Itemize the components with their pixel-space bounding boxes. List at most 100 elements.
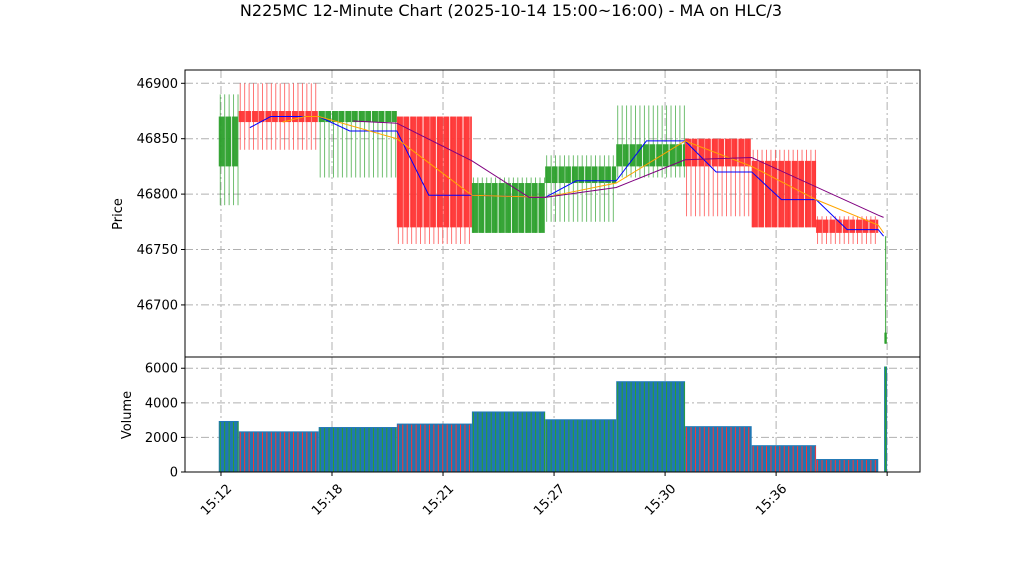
candle-body <box>232 116 238 167</box>
candle-body <box>571 166 578 184</box>
candle <box>318 111 397 178</box>
candle-body <box>725 138 731 167</box>
volume-bar-fill <box>685 426 752 472</box>
candle-body <box>849 219 856 233</box>
volume-bar-fill <box>318 427 397 472</box>
volume-bar <box>218 420 239 472</box>
candle-body <box>758 160 765 228</box>
candle-body <box>525 183 531 233</box>
candle-body <box>705 138 711 167</box>
volume-y-tick-label: 2000 <box>145 431 178 446</box>
candle-body <box>538 183 545 233</box>
candle-body <box>822 219 829 233</box>
candle-body <box>365 111 372 123</box>
candle-body <box>565 166 571 184</box>
candle-body <box>416 116 423 228</box>
candle-body <box>391 111 397 123</box>
candle-body <box>765 160 771 228</box>
candle-body <box>731 138 738 167</box>
candle-body <box>629 144 636 167</box>
price-y-tick-label: 46850 <box>137 132 178 147</box>
candle-body <box>676 144 682 167</box>
candle-body <box>358 111 365 123</box>
candle <box>396 116 472 244</box>
volume-bar <box>816 459 879 472</box>
candle-body <box>804 160 811 228</box>
candle-body <box>511 183 518 233</box>
price-y-tick-label: 46700 <box>137 298 178 313</box>
candle-body <box>545 166 551 184</box>
candle-body <box>622 144 629 167</box>
candle <box>545 155 617 222</box>
volume-y-tick-label: 6000 <box>145 362 178 377</box>
price-y-tick-label: 46900 <box>137 77 178 92</box>
candle-body <box>778 160 785 228</box>
candle-body <box>691 138 698 167</box>
x-tick-label: 15:27 <box>531 482 568 519</box>
ma-line-ma-mid <box>282 116 884 234</box>
candle-body <box>551 166 558 184</box>
candle-body <box>685 138 691 167</box>
candle-body <box>616 144 623 167</box>
volume-bar <box>318 427 397 472</box>
candle-body <box>816 219 822 233</box>
candle-body <box>605 166 611 184</box>
volume-y-tick-label: 0 <box>170 466 178 481</box>
candle-body <box>338 111 345 123</box>
candle-body <box>738 138 745 167</box>
candle <box>471 177 545 233</box>
volume-axis-label: Volume <box>120 391 135 439</box>
candle-body <box>252 111 258 123</box>
candle-body <box>518 183 525 233</box>
candle-body <box>371 111 378 123</box>
candle-body <box>669 144 676 167</box>
candle <box>616 105 686 178</box>
candle-body <box>325 111 332 123</box>
candle-body <box>876 219 879 233</box>
candle-body <box>585 166 591 184</box>
candle-body <box>791 160 798 228</box>
candle-body <box>591 166 598 184</box>
candle-body <box>471 183 478 233</box>
chart-title: N225MC 12-Minute Chart (2025-10-14 15:00… <box>240 1 782 20</box>
candle-body <box>410 116 416 228</box>
volume-bar <box>685 426 752 472</box>
candle <box>218 94 239 206</box>
candle-body <box>245 111 252 123</box>
candle-body <box>485 183 491 233</box>
candle-body <box>642 144 649 167</box>
candle-body <box>378 111 385 123</box>
candle-body <box>856 219 862 233</box>
candle-body <box>456 116 463 228</box>
candle-body <box>578 166 585 184</box>
candle-body <box>798 160 805 228</box>
candle-body <box>498 183 505 233</box>
candle-body <box>225 116 232 167</box>
candle-body <box>636 144 642 167</box>
volume-bar <box>238 431 319 472</box>
candle-body <box>478 183 485 233</box>
candle-body <box>611 166 617 184</box>
volume-bar <box>471 411 546 472</box>
x-tick-label: 15:30 <box>642 482 679 519</box>
x-tick-label: 15:12 <box>198 482 235 519</box>
candle-body <box>842 219 849 233</box>
x-tick-label: 15:21 <box>420 482 457 519</box>
candle-body <box>403 116 410 228</box>
candle-body <box>423 116 430 228</box>
candle-body <box>318 111 325 123</box>
candle-body <box>491 183 498 233</box>
price-y-tick-label: 46750 <box>137 243 178 258</box>
candle-body <box>811 160 817 228</box>
candle-body <box>430 116 436 228</box>
candle <box>751 149 817 228</box>
candle-body <box>751 160 758 228</box>
candle-body <box>505 183 511 233</box>
candle-body <box>345 111 352 123</box>
volume-bar <box>545 419 617 472</box>
volume-bar-fill <box>816 459 879 472</box>
candle <box>816 216 879 244</box>
candle-body <box>718 138 725 167</box>
